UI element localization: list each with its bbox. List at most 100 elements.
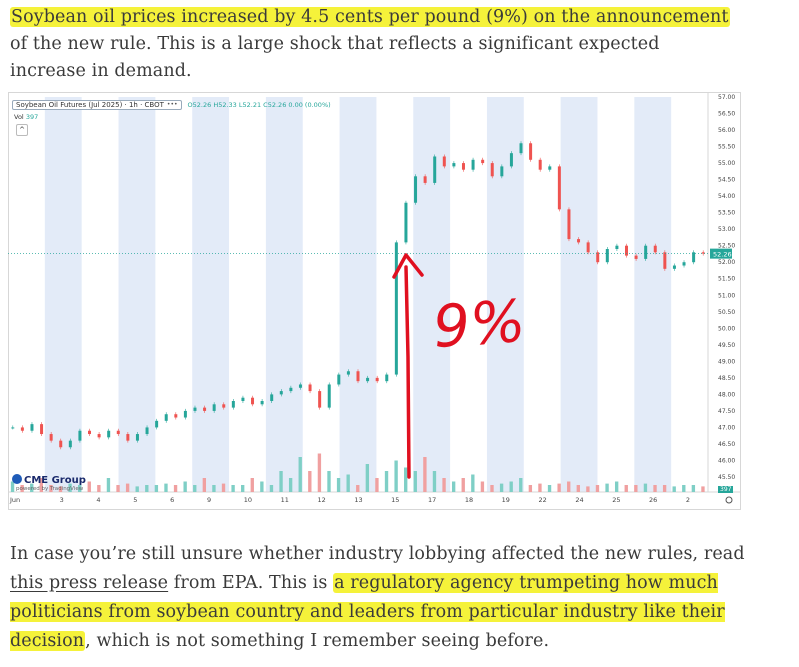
volume-bar xyxy=(308,471,312,492)
volume-bar xyxy=(461,478,465,492)
volume-bar xyxy=(49,485,53,492)
volume-bar xyxy=(68,483,72,492)
volume-bar xyxy=(672,486,676,492)
volume-bar xyxy=(662,485,667,492)
session-band xyxy=(339,97,377,492)
x-tick-label: 15 xyxy=(391,496,399,504)
x-tick-label: 22 xyxy=(539,496,547,504)
y-tick-label: 50.00 xyxy=(718,325,735,332)
x-tick-label: 11 xyxy=(281,496,289,504)
volume-bar xyxy=(547,485,552,492)
candle-body xyxy=(548,166,552,170)
volume-bar xyxy=(260,481,264,492)
y-tick-label: 49.00 xyxy=(718,358,735,365)
volume-bar xyxy=(269,485,274,492)
x-tick-label: 10 xyxy=(244,496,252,504)
volume-bar xyxy=(327,471,331,492)
y-tick-label: 49.50 xyxy=(718,342,735,349)
x-tick-label: 13 xyxy=(354,496,362,504)
volume-bar xyxy=(212,485,216,492)
volume-bar xyxy=(346,474,350,492)
volume-bar xyxy=(384,471,389,492)
volume-bar xyxy=(87,481,91,492)
candle-body xyxy=(20,427,24,431)
volume-bar xyxy=(97,485,101,492)
candle-body xyxy=(327,384,331,408)
candle-body xyxy=(653,245,657,253)
y-tick-label: 47.50 xyxy=(718,408,735,415)
price-chart[interactable]: 45.50 46.00 46.50 47.00 47.50 48.00 48.50 49.00… xyxy=(8,92,741,510)
session-band xyxy=(634,97,672,492)
more-icon[interactable]: ••• xyxy=(166,101,178,108)
candle-body xyxy=(624,245,628,256)
volume-bar xyxy=(557,483,561,492)
volume-bar xyxy=(614,481,619,492)
candle-body xyxy=(59,440,63,448)
candle-body xyxy=(634,255,638,259)
candle-body xyxy=(40,424,44,435)
y-tick-label: 48.00 xyxy=(718,391,735,398)
y-tick-label: 51.00 xyxy=(718,292,735,299)
volume-bar xyxy=(241,485,245,492)
y-tick-label: 53.50 xyxy=(718,210,735,217)
y-tick-label: 54.50 xyxy=(718,177,735,184)
y-tick-label: 57.00 xyxy=(718,94,735,101)
chart-header: Soybean Oil Futures (Jul 2025) · 1h · CB… xyxy=(12,98,331,111)
volume-bar xyxy=(193,485,197,492)
candle-body xyxy=(663,252,667,269)
candle-body xyxy=(672,265,676,269)
x-tick-label: 4 xyxy=(96,496,100,504)
volume-bar xyxy=(356,485,360,492)
volume-indicator[interactable]: Vol 397 xyxy=(14,113,38,121)
volume-bar xyxy=(135,486,139,492)
volume-badge: 397 xyxy=(718,486,734,493)
volume-bar xyxy=(701,486,705,492)
x-tick-label: Jun xyxy=(9,496,20,504)
candle-body xyxy=(97,434,101,438)
candle-body xyxy=(404,202,408,243)
collapse-button[interactable]: ^ xyxy=(16,124,28,136)
volume-bar xyxy=(116,485,120,492)
candle-body xyxy=(615,245,619,249)
session-band xyxy=(44,97,82,492)
y-tick-label: 50.50 xyxy=(718,309,735,316)
current-price-badge xyxy=(710,248,732,259)
volume-bar xyxy=(375,478,379,492)
powered-by-label: powered by TradingView xyxy=(16,486,84,492)
candle-body xyxy=(346,371,350,375)
y-tick-label: 52.50 xyxy=(718,243,735,250)
candle-body xyxy=(107,430,111,438)
x-tick-label: 18 xyxy=(465,496,473,504)
x-tick-label: 6 xyxy=(170,496,174,504)
symbol-selector[interactable]: Soybean Oil Futures (Jul 2025) · 1h · CB… xyxy=(12,99,182,110)
volume-bar xyxy=(288,478,293,492)
nine-percent-annotation: 9% xyxy=(431,287,528,361)
volume-bar xyxy=(173,485,178,492)
x-tick-label: 24 xyxy=(575,496,583,504)
highlighted-text: Soybean oil prices increased by 4.5 cent… xyxy=(10,7,730,27)
candle-body xyxy=(270,394,274,401)
chart-border xyxy=(8,92,741,510)
candle-body xyxy=(289,387,293,392)
candle-body xyxy=(116,430,120,435)
candle-body xyxy=(241,397,245,401)
x-tick-label: 25 xyxy=(612,496,620,504)
candle-body xyxy=(500,166,504,177)
symbol-label: Soybean Oil Futures (Jul 2025) · 1h · CB… xyxy=(16,100,164,109)
volume-bar xyxy=(653,485,657,492)
press-release-link[interactable]: this press release xyxy=(10,573,169,593)
volume-bar xyxy=(164,483,168,492)
paragraph-text: In case you’re still unsure whether indu… xyxy=(10,544,745,564)
session-band xyxy=(560,97,598,492)
candle-body xyxy=(567,209,571,240)
candle-body xyxy=(452,163,456,167)
candle-body xyxy=(145,427,149,435)
session-band xyxy=(486,97,524,492)
paragraph-text: of the new rule. This is a large shock t… xyxy=(10,34,660,81)
candle-body xyxy=(298,384,302,388)
volume-bar xyxy=(490,485,494,492)
red-arrow-shaft xyxy=(404,265,411,479)
y-tick-label: 46.00 xyxy=(718,457,735,464)
volume-bar xyxy=(442,478,446,492)
volume-bar xyxy=(298,457,302,492)
